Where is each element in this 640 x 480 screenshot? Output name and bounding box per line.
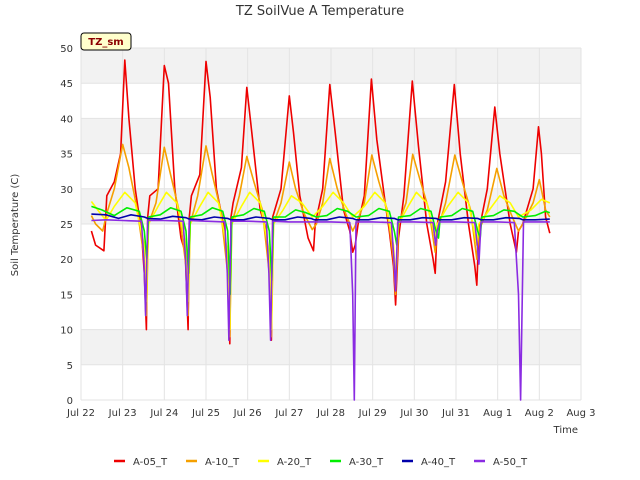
y-tick-label: 40 <box>60 114 73 125</box>
legend-label: A-05_T <box>133 457 168 468</box>
y-tick-label: 35 <box>60 150 73 161</box>
y-tick-label: 50 <box>60 44 73 55</box>
series-line-a-50-t <box>91 219 550 401</box>
x-tick-label: Jul 26 <box>233 408 262 419</box>
site-badge-box <box>80 32 132 51</box>
x-tick-label: Aug 3 <box>566 408 595 419</box>
series-line-a-20-t <box>90 191 551 331</box>
legend-label: A-30_T <box>349 457 384 468</box>
y-tick-label: 25 <box>60 220 73 231</box>
x-tick-label: Jul 28 <box>316 408 345 419</box>
y-tick-label: 45 <box>60 79 73 90</box>
x-tick-label: Jul 27 <box>274 408 303 419</box>
y-axis-label: Soil Temperature (C) <box>10 174 21 277</box>
y-tick-label: 10 <box>60 326 73 337</box>
legend-label: A-10_T <box>205 457 240 468</box>
site-badge: TZ_sm <box>80 32 132 51</box>
y-tick-label: 0 <box>67 396 73 407</box>
site-badge-label: TZ_sm <box>88 37 123 48</box>
x-tick-label: Jul 31 <box>441 408 470 419</box>
chart-title: TZ SoilVue A Temperature <box>235 4 404 19</box>
x-tick-label: Jul 30 <box>399 408 428 419</box>
legend-label: A-20_T <box>277 457 312 468</box>
legend-label: A-40_T <box>421 457 456 468</box>
y-tick-label: 20 <box>60 255 73 266</box>
y-tick-label: 30 <box>60 185 73 196</box>
x-tick-label: Jul 24 <box>149 408 178 419</box>
grid-lines <box>80 47 582 401</box>
x-axis-label: Time <box>553 425 578 436</box>
y-tick-label: 5 <box>67 361 73 372</box>
legend-label: A-50_T <box>493 457 528 468</box>
x-axis-ticks: Jul 22 Jul 23 Jul 24 Jul 25 Jul 26 Jul 27 Jul … <box>66 408 596 419</box>
x-tick-label: Jul 29 <box>358 408 387 419</box>
series-line-a-40-t <box>91 213 550 221</box>
x-tick-label: Jul 25 <box>191 408 220 419</box>
series-lines <box>90 59 551 401</box>
x-tick-label: Aug 2 <box>525 408 554 419</box>
x-tick-label: Jul 23 <box>108 408 137 419</box>
legend: A-05_T A-10_T A-20_T A-30_T A-40_T A-50_T <box>114 457 528 468</box>
x-tick-label: Jul 22 <box>66 408 95 419</box>
y-axis-ticks: 0 5 10 15 20 25 30 35 40 45 50 <box>60 44 73 407</box>
y-tick-label: 15 <box>60 290 73 301</box>
series-line-a-05-t <box>90 59 551 345</box>
x-tick-label: Aug 1 <box>483 408 512 419</box>
